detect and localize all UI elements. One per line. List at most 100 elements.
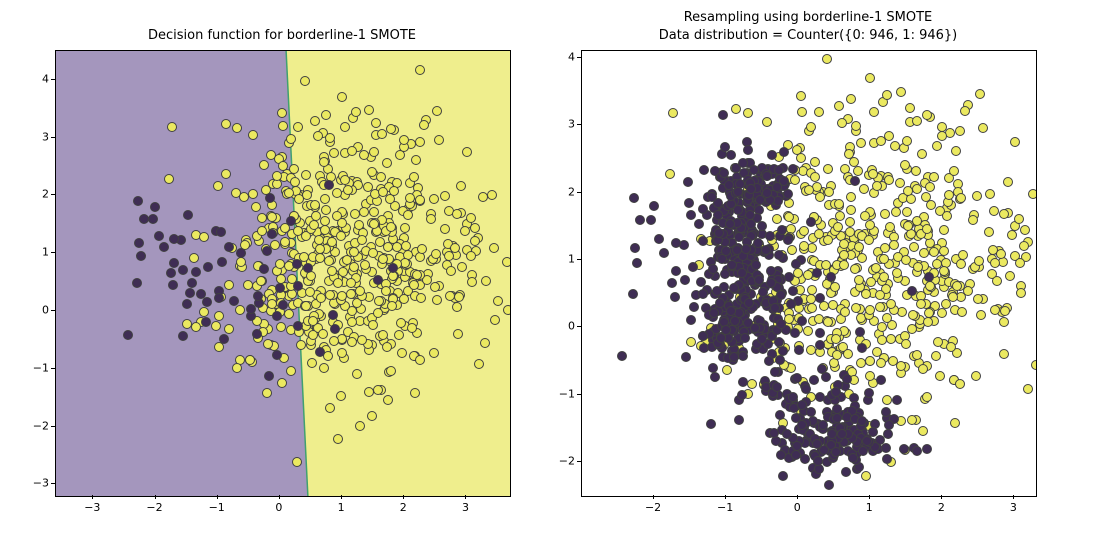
scatter-point [839, 260, 849, 270]
scatter-point [855, 327, 865, 337]
scatter-point [166, 268, 176, 278]
scatter-point [453, 329, 463, 339]
xtick-mark [92, 495, 93, 499]
scatter-point [148, 214, 158, 224]
scatter-point [774, 337, 784, 347]
ytick-label: −1 [547, 387, 575, 400]
scatter-point [856, 358, 866, 368]
scatter-point [224, 242, 234, 252]
scatter-point [699, 165, 709, 175]
scatter-point [132, 278, 142, 288]
scatter-point [168, 280, 178, 290]
scatter-point [835, 211, 845, 221]
scatter-point [992, 276, 1002, 286]
scatter-point [804, 185, 814, 195]
scatter-point [973, 294, 983, 304]
scatter-point [462, 147, 472, 157]
scatter-point [913, 262, 923, 272]
ytick-mark [51, 194, 55, 195]
scatter-point [221, 119, 231, 129]
scatter-point [892, 268, 902, 278]
scatter-point [411, 155, 421, 165]
scatter-point [921, 192, 931, 202]
scatter-point [710, 372, 720, 382]
scatter-point [290, 177, 300, 187]
scatter-point [717, 254, 727, 264]
scatter-point [957, 307, 967, 317]
scatter-point [782, 429, 792, 439]
scatter-point [797, 316, 807, 326]
scatter-point [340, 122, 350, 132]
scatter-point [313, 131, 323, 141]
scatter-point [839, 239, 849, 249]
scatter-point [996, 249, 1006, 259]
scatter-point [164, 174, 174, 184]
scatter-point [377, 129, 387, 139]
scatter-point [480, 338, 490, 348]
scatter-point [922, 110, 932, 120]
scatter-point [876, 375, 886, 385]
scatter-point [667, 278, 677, 288]
ytick-mark [51, 483, 55, 484]
scatter-point [284, 309, 294, 319]
scatter-point [857, 416, 867, 426]
ytick-mark [51, 79, 55, 80]
scatter-point [776, 450, 786, 460]
scatter-point [824, 480, 834, 490]
scatter-point [417, 244, 427, 254]
scatter-point [809, 375, 819, 385]
scatter-point [889, 240, 899, 250]
scatter-point [737, 390, 747, 400]
scatter-point [329, 148, 339, 158]
scatter-point [896, 87, 906, 97]
scatter-point [337, 348, 347, 358]
scatter-point [939, 266, 949, 276]
scatter-point [159, 242, 169, 252]
scatter-point [939, 246, 949, 256]
scatter-point [762, 117, 772, 127]
scatter-point [784, 272, 794, 282]
scatter-point [741, 244, 751, 254]
scatter-point [327, 237, 337, 247]
scatter-point [332, 188, 342, 198]
scatter-point [474, 359, 484, 369]
scatter-point [630, 243, 640, 253]
scatter-point [729, 352, 739, 362]
scatter-point [828, 300, 838, 310]
scatter-point [834, 101, 844, 111]
scatter-point [719, 168, 729, 178]
scatter-point [861, 471, 871, 481]
scatter-point [839, 250, 849, 260]
scatter-point [617, 351, 627, 361]
scatter-point [293, 281, 303, 291]
scatter-point [831, 334, 841, 344]
scatter-point [400, 223, 410, 233]
scatter-point [248, 189, 258, 199]
scatter-point [902, 136, 912, 146]
scatter-point [386, 222, 396, 232]
scatter-point [368, 320, 378, 330]
scatter-point [790, 175, 800, 185]
scatter-point [714, 228, 724, 238]
scatter-point [309, 220, 319, 230]
scatter-point [749, 165, 759, 175]
scatter-point [946, 342, 956, 352]
scatter-point [373, 385, 383, 395]
scatter-point [396, 318, 406, 328]
scatter-point [948, 292, 958, 302]
scatter-point [1028, 189, 1037, 199]
scatter-point [136, 251, 146, 261]
scatter-point [999, 349, 1009, 359]
scatter-point [832, 350, 842, 360]
figure: Decision function for borderline-1 SMOTE… [0, 0, 1094, 543]
xtick-mark [725, 495, 726, 499]
scatter-point [794, 345, 804, 355]
scatter-point [243, 280, 253, 290]
subplot-right-title-line1: Resampling using borderline-1 SMOTE [581, 10, 1035, 25]
scatter-point [787, 245, 797, 255]
scatter-point [440, 224, 450, 234]
scatter-point [990, 258, 1000, 268]
scatter-point [357, 335, 367, 345]
scatter-point [429, 348, 439, 358]
scatter-point [790, 328, 800, 338]
